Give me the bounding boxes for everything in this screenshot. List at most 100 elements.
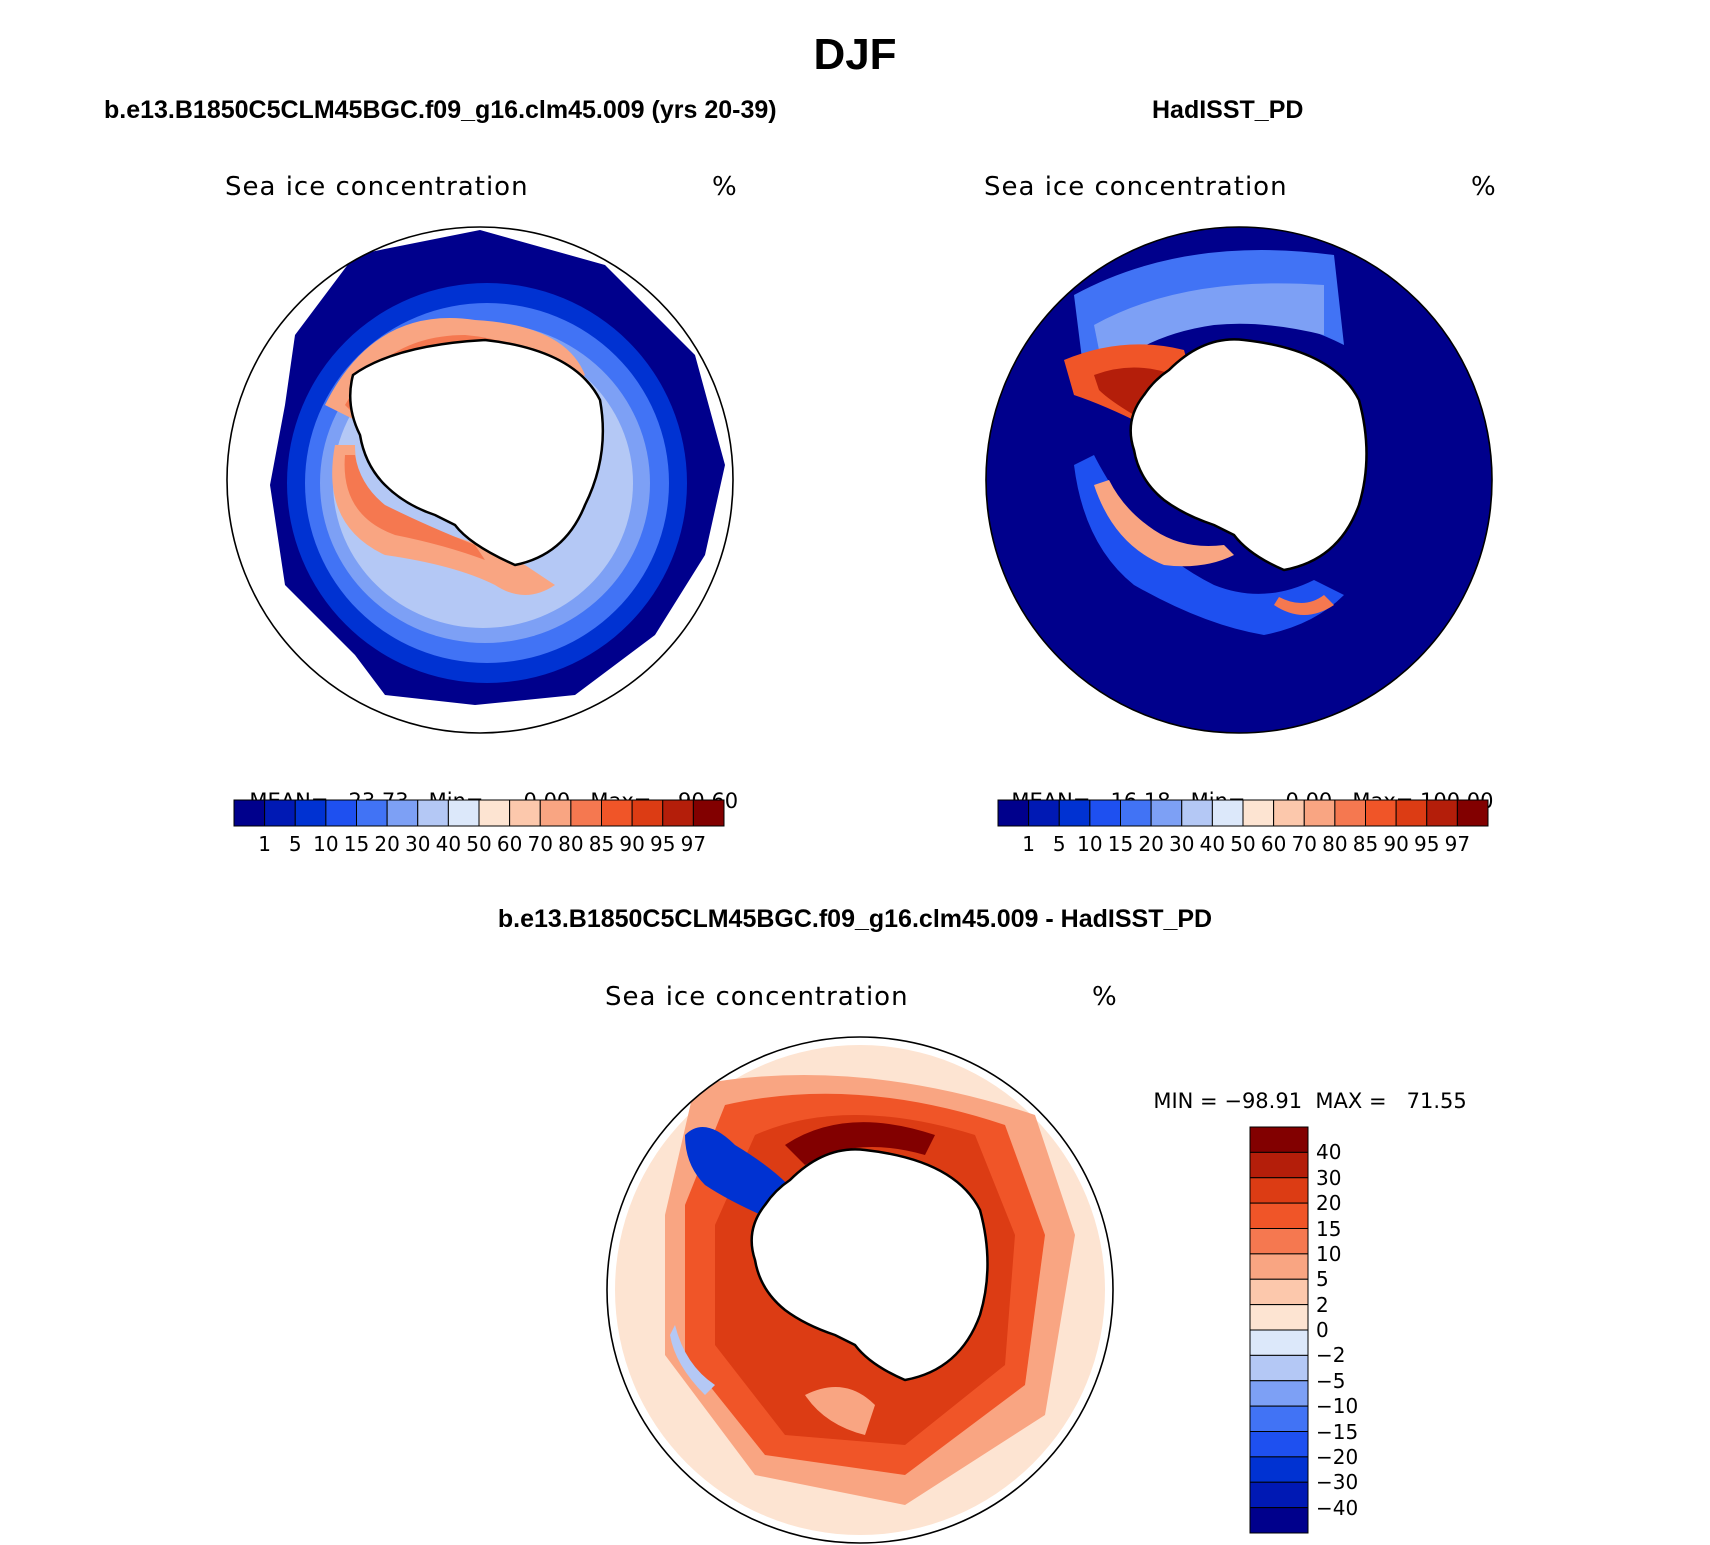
colorbar-box (601, 799, 633, 827)
colorbar-tick-label: 15 (1316, 1216, 1342, 1241)
colorbar-labels-model: 1 5 10 15 20 30 40 50 60 70 80 85 90 95 97 (234, 832, 724, 858)
colorbar-box (997, 799, 1030, 827)
colorbar-tick-label: 85 (1352, 832, 1379, 856)
colorbar-tick-label: −40 (1316, 1495, 1359, 1520)
colorbar-box (447, 799, 480, 827)
colorbar-tick-label: 30 (405, 832, 431, 856)
colorbar-box (1249, 1405, 1309, 1432)
colorbar-tick-label: 20 (1316, 1191, 1342, 1216)
colorbar-box (1058, 799, 1091, 827)
colorbar-box (1249, 1151, 1309, 1179)
colorbar-tick-label: −10 (1316, 1394, 1359, 1419)
colorbar-tick-label: 50 (466, 832, 492, 856)
colorbar-tick-label: −2 (1316, 1343, 1346, 1368)
colorbar-tick-label: 85 (588, 832, 615, 856)
colorbar-tick-label: 5 (1052, 832, 1066, 856)
min-value-diff: −98.91 (1224, 1089, 1303, 1113)
units-label-obs: % (1471, 172, 1497, 202)
colorbar-box (631, 799, 664, 827)
colorbar-box (1249, 1456, 1309, 1483)
variable-label-diff: Sea ice concentration (605, 982, 909, 1012)
colorbar-tick-label: 90 (619, 832, 645, 856)
colorbar-box (1249, 1354, 1309, 1382)
colorbar-box (1249, 1177, 1309, 1204)
colorbar-tick-label: 0 (1316, 1318, 1329, 1342)
units-label-model: % (712, 172, 738, 202)
variable-label-model: Sea ice concentration (225, 172, 529, 202)
colorbar-box (1249, 1329, 1309, 1356)
panel-title-obs: HadISST_PD (1152, 96, 1304, 124)
colorbar-box (1426, 799, 1458, 827)
colorbar-tick-label: 40 (435, 832, 462, 856)
colorbar-box (1273, 799, 1305, 827)
colorbar-tick-label: 15 (1107, 832, 1134, 856)
colorbar-tick-label: 2 (1316, 1292, 1329, 1317)
ice-field-obs (986, 227, 1492, 733)
colorbar-box (1150, 799, 1183, 827)
variable-label-obs: Sea ice concentration (984, 172, 1288, 202)
colorbar-box (386, 799, 419, 827)
colorbar-tick-label: −20 (1316, 1444, 1359, 1469)
colorbar-box (1249, 1228, 1309, 1255)
colorbar-tick-label: 1 (258, 832, 271, 856)
colorbar-tick-label: 5 (1316, 1267, 1329, 1292)
max-value-diff: 71.55 (1406, 1089, 1467, 1113)
colorbar-tick-label: 70 (527, 832, 553, 856)
colorbar-tick-label: 97 (1444, 832, 1471, 856)
colorbar-tick-label: −5 (1316, 1368, 1346, 1393)
ice-field-model (227, 227, 733, 733)
colorbar-tick-label: −15 (1316, 1419, 1359, 1444)
colorbar-box (1249, 1278, 1309, 1306)
colorbar-tick-label: 60 (496, 832, 523, 856)
colorbar-tick-label: 1 (1022, 832, 1035, 856)
polar-map-diff (606, 1036, 1114, 1544)
colorbar-box (692, 799, 725, 827)
colorbar-box (1334, 799, 1366, 827)
colorbar-box (1120, 799, 1152, 827)
stats-diff: MIN = −98.91 MAX = 71.55 (1153, 1089, 1467, 1113)
colorbar-tick-label: 30 (1316, 1165, 1342, 1190)
colorbar-box (1395, 799, 1428, 827)
colorbar-tick-label: 10 (1316, 1241, 1342, 1266)
colorbar-tick-label: 20 (374, 832, 400, 856)
colorbar-box (570, 799, 602, 827)
colorbar-tick-label: 95 (1414, 832, 1440, 856)
colorbar-box (1456, 799, 1489, 827)
colorbar-tick-label: 80 (1322, 832, 1348, 856)
colorbar-tick-label: 30 (1169, 832, 1195, 856)
colorbar-model (233, 799, 725, 827)
colorbar-box (264, 799, 296, 827)
figure-title: DJF (813, 30, 897, 79)
colorbar-tick-label: 15 (343, 832, 370, 856)
colorbar-tick-label: 40 (1316, 1140, 1342, 1165)
polar-map-obs (985, 226, 1493, 734)
panel-title-model: b.e13.B1850C5CLM45BGC.f09_g16.clm45.009 … (104, 96, 777, 124)
colorbar-tick-label: 60 (1260, 832, 1287, 856)
colorbar-box (1249, 1126, 1309, 1153)
colorbar-labels-diff: 40 30 20 15 10 5 2 0 −2 −5 −10 −15 −20 −30 −40 (1316, 1127, 1396, 1533)
colorbar-box (539, 799, 572, 827)
colorbar-tick-label: 5 (288, 832, 302, 856)
colorbar-box (509, 799, 541, 827)
colorbar-box (1249, 1380, 1309, 1407)
colorbar-tick-label: 10 (313, 832, 339, 856)
colorbar-box (1249, 1253, 1309, 1280)
colorbar-labels-obs: 1 5 10 15 20 30 40 50 60 70 80 85 90 95 97 (998, 832, 1488, 858)
colorbar-box (1249, 1481, 1309, 1509)
units-label-diff: % (1092, 982, 1118, 1012)
colorbar-tick-label: 50 (1230, 832, 1256, 856)
colorbar-box (325, 799, 357, 827)
diff-field (607, 1037, 1113, 1543)
colorbar-tick-label: 80 (558, 832, 584, 856)
colorbar-box (417, 799, 449, 827)
polar-map-model (226, 226, 734, 734)
panel-title-diff: b.e13.B1850C5CLM45BGC.f09_g16.clm45.009 … (497, 905, 1213, 933)
colorbar-obs (997, 799, 1489, 827)
colorbar-diff (1249, 1126, 1309, 1534)
colorbar-box (1249, 1202, 1309, 1229)
colorbar-tick-label: −30 (1316, 1470, 1359, 1495)
colorbar-tick-label: 90 (1383, 832, 1409, 856)
colorbar-box (1181, 799, 1213, 827)
colorbar-tick-label: 20 (1138, 832, 1164, 856)
colorbar-tick-label: 70 (1291, 832, 1317, 856)
